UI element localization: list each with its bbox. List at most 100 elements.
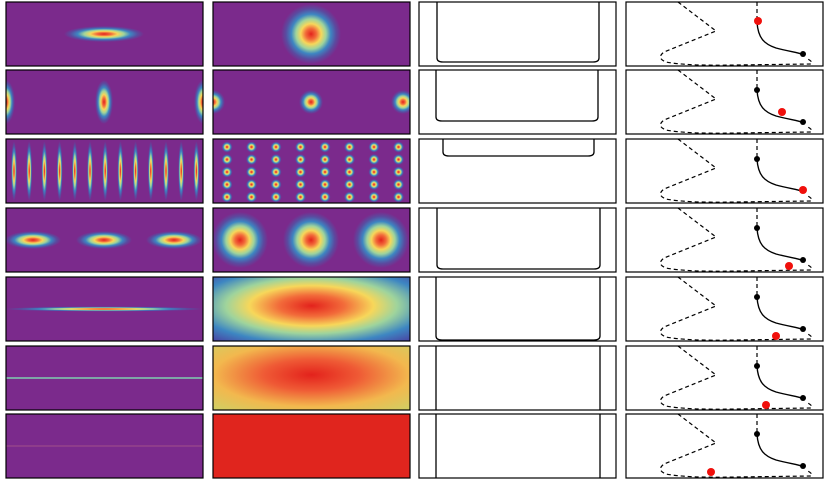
panel-frame [418, 69, 617, 135]
panel-content [659, 208, 813, 272]
panel-content [6, 139, 203, 203]
profile-curve [436, 2, 600, 63]
panel [5, 69, 204, 135]
panel-frame [625, 276, 824, 342]
dashed-path [659, 208, 813, 272]
panel-frame [212, 413, 411, 479]
panel [625, 413, 824, 479]
blob [246, 191, 257, 203]
blob [319, 179, 331, 190]
blob [368, 166, 380, 178]
current-marker [707, 468, 715, 476]
solid-path [756, 365, 805, 400]
solid-path [756, 89, 805, 124]
panel [5, 138, 204, 204]
solid-path [756, 433, 805, 468]
panel [212, 207, 411, 273]
panel [418, 1, 617, 67]
panel-grid [5, 1, 824, 479]
blob [6, 306, 203, 312]
dashed-path [659, 139, 813, 203]
blob [26, 141, 33, 201]
panel-content [442, 139, 595, 157]
panel-frame [212, 276, 411, 342]
dashed-path [659, 277, 813, 341]
panel-content [213, 70, 410, 134]
profile-curve [436, 208, 601, 270]
dashed-path [659, 346, 813, 410]
panel-content [213, 414, 410, 478]
panel-content [6, 414, 203, 478]
blob [246, 179, 257, 190]
blob [270, 179, 282, 190]
blob [391, 90, 410, 114]
panel-content [659, 277, 813, 341]
panel-frame [212, 207, 411, 273]
panel-content [435, 70, 599, 122]
panel [5, 345, 204, 411]
panel-frame [212, 138, 411, 204]
blob [132, 141, 139, 201]
field [213, 139, 410, 203]
panel [418, 345, 617, 411]
blob [6, 231, 61, 249]
blob [163, 141, 169, 201]
blob [368, 141, 380, 153]
blob [146, 231, 202, 249]
blob [344, 166, 355, 178]
panel-frame [418, 207, 617, 273]
panel-content [6, 70, 203, 134]
blob [344, 141, 355, 153]
panel-frame [5, 1, 204, 67]
blob [295, 141, 306, 153]
blob [11, 141, 17, 201]
panel-frame [625, 413, 824, 479]
blob [270, 166, 282, 178]
panel-content [659, 2, 813, 66]
panel [212, 276, 411, 342]
blob [221, 154, 233, 165]
blob [213, 90, 225, 114]
panel [625, 207, 824, 273]
blob [368, 154, 380, 165]
blob [283, 212, 339, 268]
blob [102, 141, 109, 201]
blob [221, 191, 233, 203]
panel [5, 276, 204, 342]
blob [319, 166, 331, 178]
blob [393, 141, 404, 153]
panel [5, 413, 204, 479]
solid-path [756, 296, 805, 331]
blob [221, 166, 233, 178]
solid-path [756, 21, 805, 56]
panel [625, 1, 824, 67]
marker [754, 87, 760, 93]
profile-curve [442, 139, 595, 157]
blob [213, 212, 268, 268]
panel-content [213, 208, 410, 272]
panel-frame [5, 345, 204, 411]
blob [344, 154, 355, 165]
panel-content [6, 346, 203, 410]
panel-frame [625, 138, 824, 204]
panel-content [435, 277, 601, 341]
blob [319, 191, 331, 203]
current-marker [799, 186, 807, 194]
panel-content [213, 2, 410, 66]
panel [418, 276, 617, 342]
panel-frame [418, 138, 617, 204]
blob [393, 154, 404, 165]
panel-content [436, 2, 600, 63]
panel-content [6, 277, 203, 341]
panel-content [213, 277, 410, 341]
blob [246, 154, 257, 165]
panel-frame [212, 1, 411, 67]
panel [212, 413, 411, 479]
solid-path [756, 227, 805, 262]
current-marker [785, 262, 793, 270]
panel-frame [5, 276, 204, 342]
marker [800, 395, 806, 401]
marker [754, 225, 760, 231]
blob [76, 231, 132, 249]
profile-curve [435, 70, 599, 122]
